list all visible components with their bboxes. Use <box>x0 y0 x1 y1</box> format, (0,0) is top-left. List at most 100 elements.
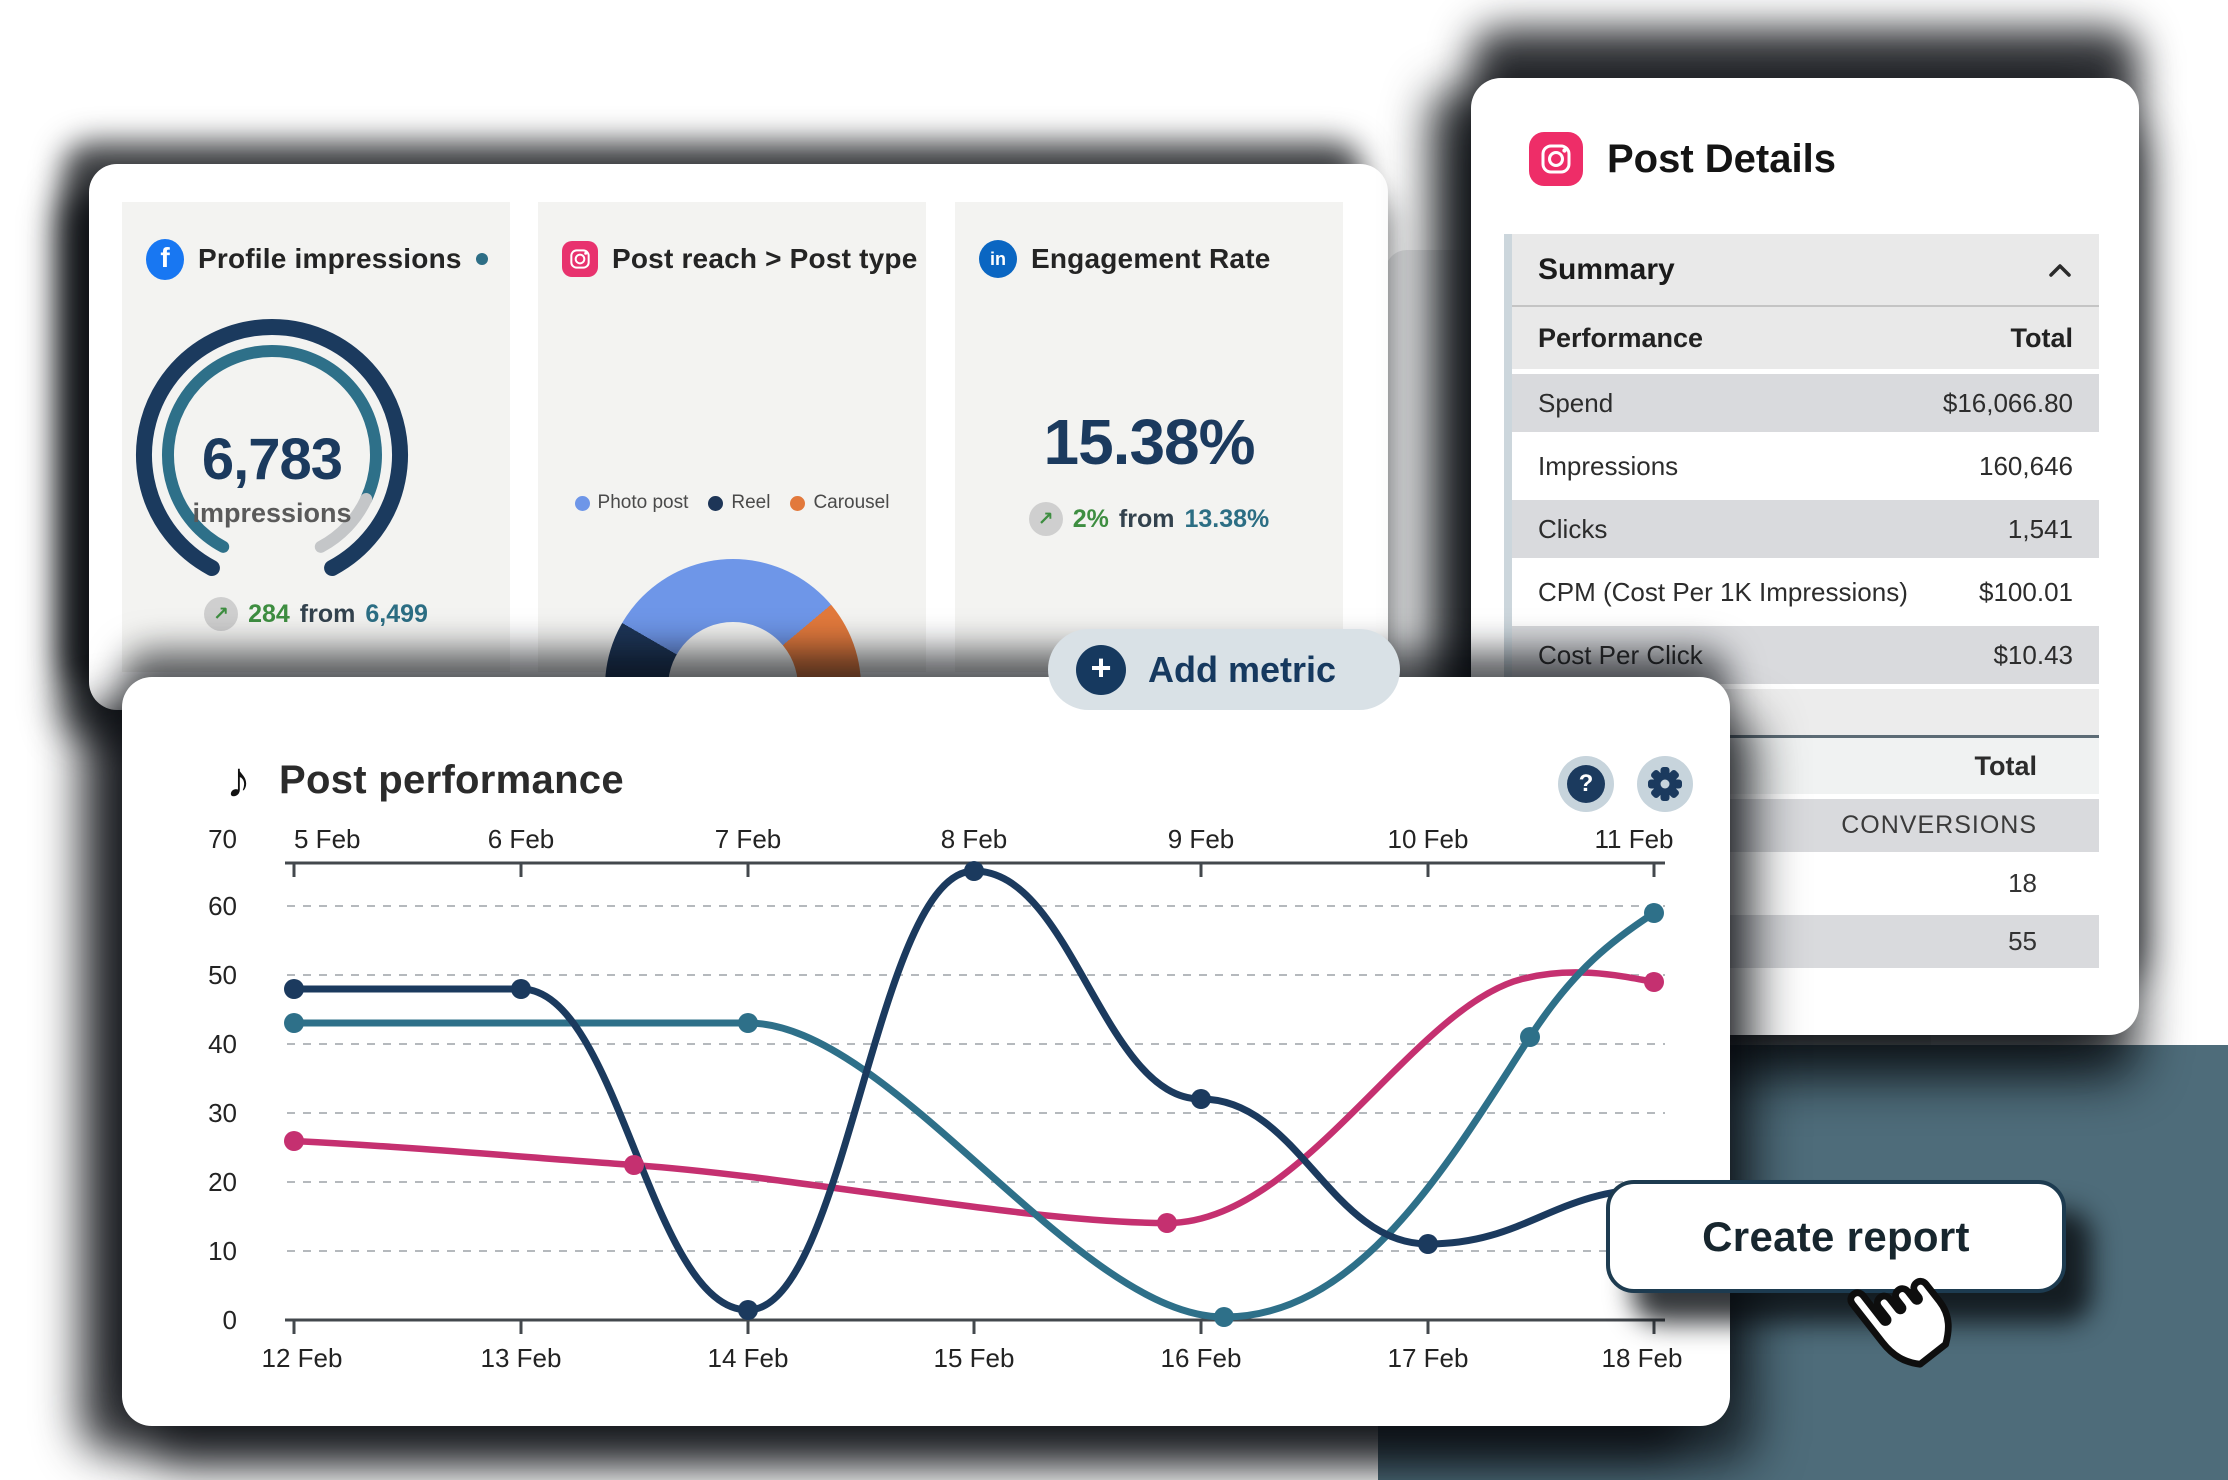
legend-item-photo-post: Photo post <box>574 492 689 514</box>
conversions-value: 18 <box>2008 868 2037 898</box>
trend-up-icon: ↗ <box>1028 502 1063 536</box>
engagement-rate-widget: in Engagement Rate 15.38% ↗ 2% from 13.3… <box>955 202 1343 672</box>
row-value: 1,541 <box>2007 513 2073 544</box>
y-tick-label: 50 <box>208 960 237 990</box>
settings-button[interactable] <box>1637 756 1693 812</box>
conversions-total-label: Total <box>1974 750 2038 781</box>
row-value: 160,646 <box>1979 450 2073 481</box>
top-date-label: 7 Feb <box>714 824 782 854</box>
data-points-pink <box>284 972 1664 1233</box>
table-row: Impressions 160,646 <box>1512 437 2099 495</box>
top-date-label: 5 Feb <box>294 824 361 854</box>
top-date-label: 9 Feb <box>1167 824 1235 854</box>
top-date-label: 11 Feb <box>1594 824 1674 854</box>
series-line-navy <box>290 867 1658 1314</box>
row-value: $100.01 <box>1979 576 2073 607</box>
impressions-delta: 284 <box>248 599 290 628</box>
gridlines <box>287 905 1665 1252</box>
impressions-unit: impressions <box>192 498 352 528</box>
create-report-label: Create report <box>1702 1212 1970 1260</box>
top-date-label: 10 Feb <box>1387 824 1469 854</box>
bottom-date-label: 15 Feb <box>933 1343 1015 1373</box>
row-label: Impressions <box>1538 450 1679 481</box>
post-performance-header: ♪ Post performance <box>226 755 624 805</box>
row-value: $10.43 <box>1993 639 2073 670</box>
bottom-date-label: 18 Feb <box>1601 1343 1683 1373</box>
trend-up-icon: ↗ <box>204 597 239 631</box>
post-details-header: Post Details <box>1529 132 1836 186</box>
y-tick-label: 10 <box>208 1236 237 1266</box>
add-metric-button[interactable]: + Add metric <box>1048 629 1400 710</box>
row-label: Cost Per Click <box>1538 639 1703 670</box>
facebook-icon: f <box>146 238 184 280</box>
y-tick-label: 70 <box>208 824 237 854</box>
table-row: Cost Per Click $10.43 <box>1512 626 2099 684</box>
camera-glyph <box>570 249 590 269</box>
gauge-remainder-arc <box>314 493 373 553</box>
line-chart <box>284 861 1665 1334</box>
post-reach-widget: Post reach > Post type Photo post Reel C… <box>538 202 926 815</box>
bottom-date-label: 13 Feb <box>480 1343 562 1373</box>
engagement-rate-title: Engagement Rate <box>1031 243 1271 274</box>
question-mark-icon: ? <box>1567 765 1605 803</box>
bottom-date-label: 17 Feb <box>1387 1343 1469 1373</box>
row-label: CPM (Cost Per 1K Impressions) <box>1538 576 1908 607</box>
top-date-label: 8 Feb <box>940 824 1008 854</box>
summary-section-toggle[interactable]: Summary <box>1512 234 2099 305</box>
column-total: Total <box>2010 322 2074 353</box>
legend-label-photo-post: Photo post <box>597 492 689 513</box>
data-points-navy <box>284 861 1438 1320</box>
bottom-date-label: 16 Feb <box>1160 1343 1242 1373</box>
music-note-icon: ♪ <box>226 752 251 808</box>
row-value: $16,066.80 <box>1942 387 2073 418</box>
profile-impressions-header: f Profile impressions <box>146 238 498 280</box>
impressions-previous: 6,499 <box>365 599 428 628</box>
legend-dot-reel <box>708 495 724 511</box>
conversions-value: 55 <box>2008 926 2037 956</box>
donut-legend: Photo post Reel Carousel <box>538 492 926 514</box>
legend-label-reel: Reel <box>731 492 771 513</box>
y-tick-label: 30 <box>208 1098 237 1128</box>
post-details-title: Post Details <box>1607 136 1836 181</box>
post-performance-title: Post performance <box>279 757 624 802</box>
impressions-value: 6,783 <box>201 427 343 492</box>
y-tick-label: 60 <box>208 891 237 921</box>
instagram-icon <box>562 241 598 277</box>
hand-cursor-icon <box>1847 1277 1952 1368</box>
table-row: Clicks 1,541 <box>1512 500 2099 558</box>
bottom-date-label: 12 Feb <box>261 1343 343 1373</box>
gauge-outer-arc <box>136 319 408 576</box>
post-reach-header: Post reach > Post type <box>562 238 917 280</box>
instagram-icon <box>1529 132 1583 186</box>
y-tick-label: 0 <box>222 1305 237 1335</box>
series-line-teal <box>290 909 1658 1321</box>
profile-impressions-widget: f Profile impressions 6,783 impressions … <box>122 202 510 672</box>
legend-dot-photo-post <box>574 495 590 511</box>
help-button[interactable]: ? <box>1558 756 1614 812</box>
create-report-button[interactable]: Create report <box>1606 1180 2066 1293</box>
conversions-row-label: CONVERSIONS <box>1841 811 2037 839</box>
engagement-rate-header: in Engagement Rate <box>979 238 1331 280</box>
bottom-date-label: 14 Feb <box>707 1343 789 1373</box>
profile-impressions-title: Profile impressions <box>198 243 462 274</box>
legend-item-reel: Reel <box>708 492 770 514</box>
y-tick-label: 20 <box>208 1167 237 1197</box>
table-divider <box>1512 305 2099 307</box>
add-metric-label: Add metric <box>1148 648 1337 690</box>
camera-glyph <box>1541 144 1571 174</box>
row-label: Clicks <box>1538 513 1608 544</box>
chevron-up-icon <box>2049 263 2071 277</box>
series-line-pink <box>290 969 1658 1227</box>
y-tick-label: 40 <box>208 1029 237 1059</box>
linkedin-icon: in <box>979 240 1017 278</box>
engagement-delta: 2% <box>1072 504 1109 533</box>
legend-dot-carousel <box>790 495 806 511</box>
row-label: Spend <box>1538 387 1614 418</box>
gear-icon <box>1648 767 1682 801</box>
post-reach-title: Post reach > Post type <box>612 243 918 274</box>
impressions-gauge <box>136 319 408 576</box>
gauge-progress-arc <box>162 344 382 553</box>
engagement-previous: 13.38% <box>1184 504 1270 533</box>
engagement-delta-row: ↗ 2% from 13.38% <box>955 502 1343 536</box>
